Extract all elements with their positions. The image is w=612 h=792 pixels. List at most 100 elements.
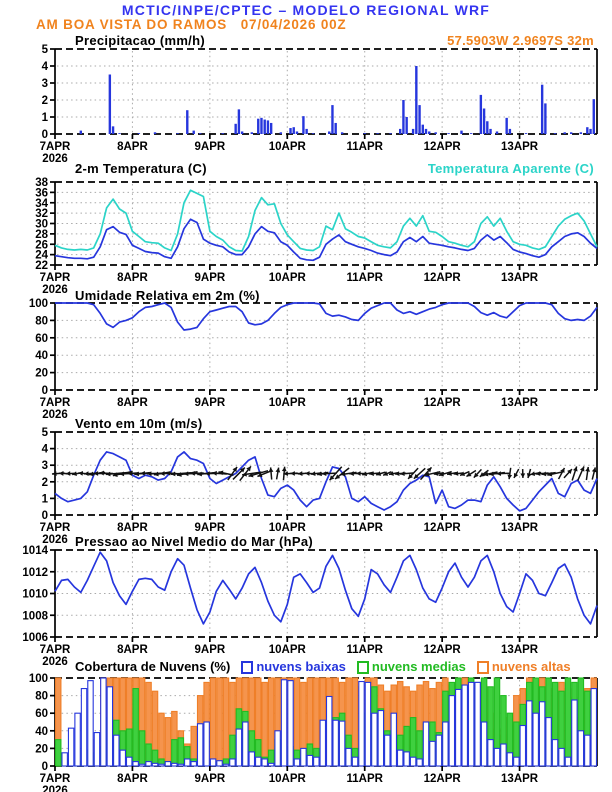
- svg-text:8APR: 8APR: [117, 272, 148, 284]
- mid-clouds-swatch-icon: [356, 661, 369, 674]
- svg-text:40: 40: [35, 726, 48, 738]
- svg-text:60: 60: [35, 708, 48, 720]
- svg-text:20: 20: [35, 368, 48, 380]
- model-title: MCTIC/INPE/CPTEC – MODELO REGIONAL WRF: [121, 2, 491, 18]
- svg-text:5: 5: [42, 44, 49, 56]
- svg-text:5: 5: [42, 427, 49, 439]
- svg-text:12APR: 12APR: [424, 141, 462, 153]
- svg-text:1014: 1014: [22, 545, 48, 557]
- svg-text:10APR: 10APR: [269, 397, 307, 409]
- svg-text:1008: 1008: [22, 610, 48, 622]
- svg-text:2026: 2026: [42, 534, 68, 546]
- svg-text:32: 32: [35, 208, 48, 220]
- svg-text:12APR: 12APR: [424, 397, 462, 409]
- svg-text:8APR: 8APR: [117, 773, 148, 785]
- svg-text:12APR: 12APR: [424, 644, 462, 656]
- svg-text:2026: 2026: [42, 284, 68, 296]
- svg-text:2: 2: [42, 477, 48, 489]
- svg-text:1006: 1006: [22, 632, 48, 644]
- svg-text:12APR: 12APR: [424, 272, 462, 284]
- svg-text:7APR: 7APR: [40, 644, 71, 656]
- svg-text:9APR: 9APR: [195, 272, 226, 284]
- legend-mid-clouds-label: nuvens medias: [371, 659, 466, 674]
- svg-text:7APR: 7APR: [40, 522, 71, 534]
- svg-text:11APR: 11APR: [346, 522, 383, 534]
- svg-text:3: 3: [42, 460, 48, 472]
- svg-text:0: 0: [42, 510, 48, 522]
- svg-text:22: 22: [35, 260, 48, 272]
- svg-text:0: 0: [42, 385, 48, 397]
- svg-text:10APR: 10APR: [269, 272, 307, 284]
- svg-text:8APR: 8APR: [117, 141, 148, 153]
- svg-text:9APR: 9APR: [195, 644, 226, 656]
- legend-high-clouds-label: nuvens altas: [491, 659, 571, 674]
- svg-text:0: 0: [42, 129, 48, 141]
- svg-text:13APR: 13APR: [501, 773, 539, 785]
- svg-text:13APR: 13APR: [501, 522, 539, 534]
- svg-text:9APR: 9APR: [195, 141, 226, 153]
- svg-text:1: 1: [42, 112, 49, 124]
- svg-text:1012: 1012: [22, 567, 48, 579]
- panel-temp-title: 2-m Temperatura (C): [75, 161, 207, 176]
- svg-text:0: 0: [42, 761, 48, 773]
- svg-text:2026: 2026: [42, 656, 68, 668]
- svg-text:2026: 2026: [42, 785, 68, 792]
- svg-text:36: 36: [35, 187, 48, 199]
- svg-text:8APR: 8APR: [117, 644, 148, 656]
- svg-text:7APR: 7APR: [40, 397, 71, 409]
- svg-text:80: 80: [35, 315, 48, 327]
- svg-text:10APR: 10APR: [269, 773, 307, 785]
- station-date-line: AM BOA VISTA DO RAMOS 07/04/2026 00Z: [36, 17, 347, 32]
- panel-humidity-title: Umidade Relativa em 2m (%): [75, 288, 260, 303]
- svg-text:100: 100: [29, 673, 48, 685]
- svg-text:4: 4: [42, 444, 49, 456]
- svg-text:7APR: 7APR: [40, 272, 71, 284]
- svg-text:11APR: 11APR: [346, 773, 383, 785]
- svg-text:80: 80: [35, 691, 48, 703]
- svg-text:30: 30: [35, 219, 48, 231]
- panel-pressure-title: Pressao ao Nivel Medio do Mar (hPa): [75, 534, 314, 549]
- svg-text:1010: 1010: [22, 589, 48, 601]
- panel-precip-title: Precipitacao (mm/h): [75, 33, 205, 48]
- svg-text:1: 1: [42, 493, 49, 505]
- svg-text:28: 28: [35, 229, 48, 241]
- svg-text:2: 2: [42, 95, 48, 107]
- svg-text:10APR: 10APR: [269, 522, 307, 534]
- svg-text:8APR: 8APR: [117, 397, 148, 409]
- svg-text:2026: 2026: [42, 409, 68, 421]
- svg-text:10APR: 10APR: [269, 141, 307, 153]
- svg-text:9APR: 9APR: [195, 397, 226, 409]
- svg-text:12APR: 12APR: [424, 773, 462, 785]
- svg-text:11APR: 11APR: [346, 272, 383, 284]
- panel-wind-title: Vento em 10m (m/s): [75, 416, 203, 431]
- svg-text:26: 26: [35, 239, 48, 251]
- svg-text:38: 38: [35, 177, 48, 189]
- svg-text:13APR: 13APR: [501, 644, 539, 656]
- svg-text:11APR: 11APR: [346, 644, 383, 656]
- panel-clouds-title: Cobertura de Nuvens (%): [75, 659, 231, 674]
- svg-text:40: 40: [35, 350, 48, 362]
- legend-item-high-clouds: nuvens altas: [476, 659, 571, 674]
- svg-text:7APR: 7APR: [40, 773, 71, 785]
- svg-text:9APR: 9APR: [195, 773, 226, 785]
- svg-text:4: 4: [42, 61, 49, 73]
- svg-text:13APR: 13APR: [501, 397, 539, 409]
- legend-item-mid-clouds: nuvens medias: [356, 659, 466, 674]
- svg-text:12APR: 12APR: [424, 522, 462, 534]
- svg-text:2026: 2026: [42, 153, 68, 165]
- svg-text:9APR: 9APR: [195, 522, 226, 534]
- svg-text:3: 3: [42, 78, 48, 90]
- low-clouds-swatch-icon: [241, 661, 254, 674]
- svg-text:10APR: 10APR: [269, 644, 307, 656]
- svg-text:11APR: 11APR: [346, 397, 383, 409]
- svg-text:8APR: 8APR: [117, 522, 148, 534]
- legend-item-low-clouds: nuvens baixas: [241, 659, 346, 674]
- svg-text:11APR: 11APR: [346, 141, 383, 153]
- apparent-temp-legend: Temperatura Aparente (C): [427, 161, 594, 176]
- svg-text:13APR: 13APR: [501, 272, 539, 284]
- location-coordinates: 57.5903W 2.9697S 32m: [447, 33, 594, 48]
- legend-low-clouds-label: nuvens baixas: [256, 659, 346, 674]
- svg-text:20: 20: [35, 743, 48, 755]
